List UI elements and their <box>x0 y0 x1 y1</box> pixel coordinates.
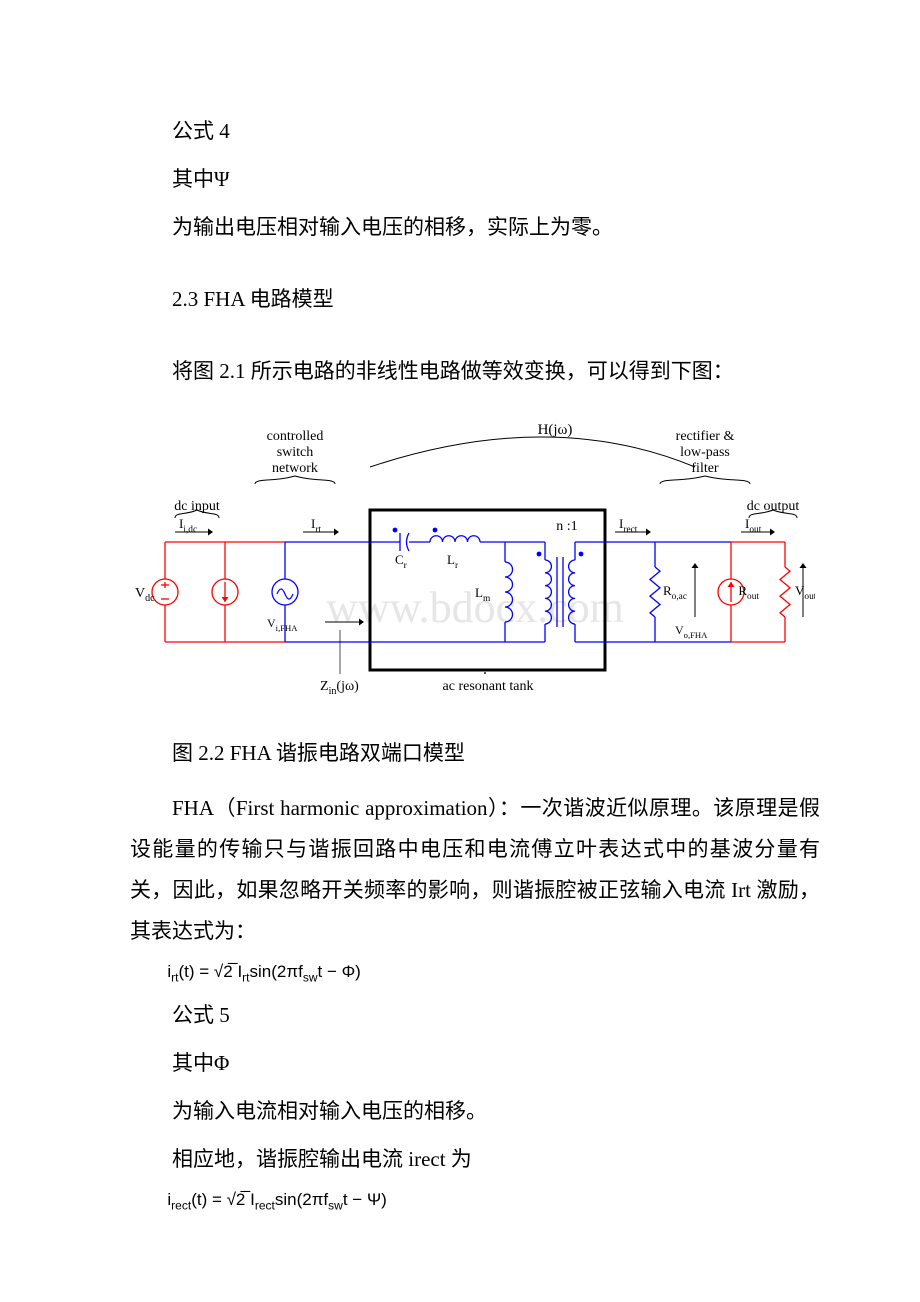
figure-2-2: www.bdocx.comH(jω)controlledswitchnetwor… <box>130 412 820 712</box>
svg-text:controlled: controlled <box>267 429 324 444</box>
svg-text:dc output: dc output <box>747 499 800 514</box>
equation-5: irt(t) = √2̅ Irtsin(2πfswt − Φ) <box>167 962 820 984</box>
equation-6: irect(t) = √2̅ Irectsin(2πfswt − Ψ) <box>167 1190 820 1212</box>
equation-4-label: 公式 4 <box>130 110 820 152</box>
section-heading-2-3: 2.3 FHA 电路模型 <box>130 278 820 320</box>
figure-2-2-caption: 图 2.2 FHA 谐振电路双端口模型 <box>130 732 820 774</box>
fha-paragraph: FHA（First harmonic approximation）：一次谐波近似… <box>130 788 820 952</box>
phi-description: 为输入电流相对输入电压的相移。 <box>130 1090 820 1132</box>
svg-text:Vi,FHA: Vi,FHA <box>267 616 298 633</box>
svg-text:Lr: Lr <box>447 552 459 571</box>
svg-text:rectifier &: rectifier & <box>676 429 735 444</box>
svg-text:Ro,ac: Ro,ac <box>663 583 687 602</box>
svg-text:network: network <box>272 461 318 476</box>
psi-intro: 其中Ψ <box>130 158 820 200</box>
irect-intro: 相应地，谐振腔输出电流 irect 为 <box>130 1138 820 1180</box>
svg-text:Zin(jω): Zin(jω) <box>320 679 359 697</box>
svg-text:Cr: Cr <box>395 552 408 571</box>
svg-text:switch: switch <box>277 445 314 460</box>
svg-text:H(jω): H(jω) <box>538 422 573 438</box>
svg-text:dc input: dc input <box>174 499 220 514</box>
svg-text:Vo,FHA: Vo,FHA <box>675 623 708 640</box>
figure-intro: 将图 2.1 所示电路的非线性电路做等效变换，可以得到下图： <box>130 350 820 392</box>
svg-text:Vout: Vout <box>795 583 815 602</box>
svg-text:filter: filter <box>691 461 719 476</box>
equation-5-label: 公式 5 <box>130 994 820 1036</box>
svg-text:n :1: n :1 <box>556 519 577 534</box>
svg-text:ac resonant tank: ac resonant tank <box>443 679 534 694</box>
psi-description: 为输出电压相对输入电压的相移，实际上为零。 <box>130 206 820 248</box>
svg-text:low-pass: low-pass <box>680 445 730 460</box>
phi-intro: 其中Φ <box>130 1042 820 1084</box>
